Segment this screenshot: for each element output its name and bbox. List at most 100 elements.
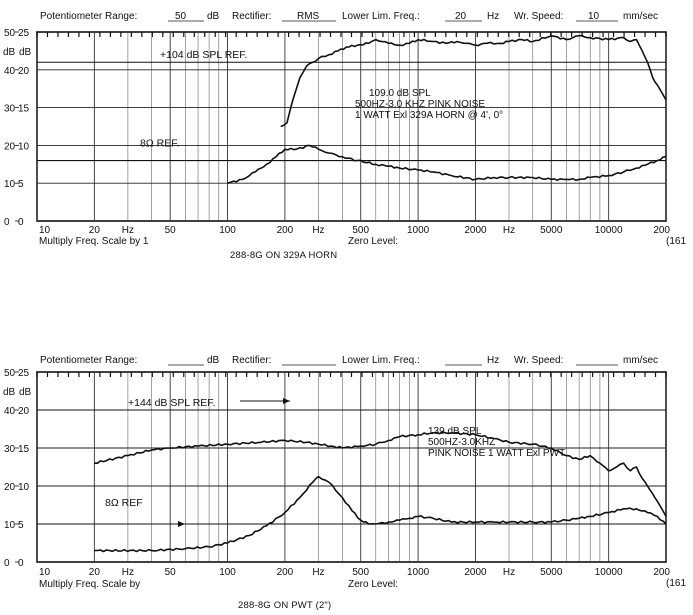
- x-hz-mark: Hz: [122, 567, 134, 578]
- y-tick-label-inner: 20: [18, 406, 30, 417]
- x-tick-label: 500: [352, 567, 369, 578]
- x-tick-label: 200: [277, 567, 294, 578]
- y-tick-label-inner: 0: [18, 217, 24, 228]
- y-tick-label-outer: 30: [4, 104, 16, 115]
- caption-top: 288-8G ON 329A HORN: [230, 250, 338, 261]
- y-tick-label-outer: 0: [4, 558, 10, 569]
- x-edge-label: (161: [666, 236, 686, 247]
- x-tick-label: 500: [352, 225, 369, 236]
- y-tick-label-inner: 10: [18, 482, 30, 493]
- header-db-unit: dB: [207, 355, 220, 366]
- x-tick-label: 5000: [540, 225, 563, 236]
- x-tick-label: 20: [89, 567, 101, 578]
- x-tick-label: 10: [39, 225, 51, 236]
- y-tick-label-inner: 20: [18, 66, 30, 77]
- x-hz-mark: Hz: [312, 225, 324, 236]
- x-tick-label: 2000: [464, 567, 487, 578]
- x-hz-mark: Hz: [503, 225, 515, 236]
- header-lower-lim-label: Lower Lim. Freq.:: [342, 355, 420, 366]
- chart-top: Potentiometer Range: 50 dB Rectifier: RMS Low…: [3, 11, 686, 247]
- series-line-1: [280, 34, 667, 128]
- header-lower-lim-label: Lower Lim. Freq.:: [342, 11, 420, 22]
- x-tick-label: 10000: [595, 567, 623, 578]
- chart-panel-top: Potentiometer Range: 50 dB Rectifier: RMS Low…: [0, 0, 693, 285]
- header-potentiometer-value: 50: [175, 11, 187, 22]
- footer-multiply-label: Multiply Freq. Scale by: [39, 579, 140, 590]
- header-hz-unit: Hz: [487, 11, 499, 22]
- x-tick-label: 50: [165, 225, 177, 236]
- y-tick-label-inner: 0: [18, 558, 24, 569]
- x-hz-mark: Hz: [122, 225, 134, 236]
- x-tick-label: 100: [219, 225, 236, 236]
- x-tick-label: 50: [165, 567, 177, 578]
- x-tick-label: 5000: [540, 567, 563, 578]
- annotation-line: 500HZ-3.0KHZ: [428, 437, 495, 448]
- y-axis-label: dB: [19, 387, 32, 398]
- header-speed-unit: mm/sec: [623, 11, 658, 22]
- y-tick-label-inner: 15: [18, 444, 30, 455]
- series-line-2: [227, 144, 667, 184]
- x-tick-label: 200: [277, 225, 294, 236]
- header-potentiometer-label: Potentiometer Range:: [40, 355, 137, 366]
- reference-lines: +104 dB SPL REF. 8Ω REF.: [37, 49, 666, 162]
- reference-arrowhead: [178, 521, 185, 527]
- x-tick-label: 1000: [407, 567, 430, 578]
- x-tick-label: 100: [219, 567, 236, 578]
- reference-line-label: +144 dB SPL REF.: [128, 397, 215, 409]
- chart-header: Potentiometer Range: 50 dB Rectifier: RMS Low…: [40, 11, 658, 22]
- reference-line-label: +104 dB SPL REF.: [160, 49, 247, 61]
- y-tick-label-outer: 20: [4, 482, 16, 493]
- header-speed-unit: mm/sec: [623, 355, 658, 366]
- x-axis: 10 20 50 100 200 500 1000 2000 5000 10000 200 Hz Hz H…: [39, 225, 686, 247]
- y-tick-label-outer: 10: [4, 520, 16, 531]
- series-line-2: [94, 475, 667, 553]
- y-tick-label-outer: 10: [4, 179, 16, 190]
- header-wr-speed-label: Wr. Speed:: [514, 11, 563, 22]
- header-potentiometer-label: Potentiometer Range:: [40, 11, 137, 22]
- annotation-line: PINK NOISE 1 WATT Exl PWT.: [428, 448, 567, 459]
- reference-arrowhead: [283, 398, 290, 404]
- y-axis-label: dB: [3, 47, 16, 58]
- x-tick-label: 20: [89, 225, 101, 236]
- y-tick-label-inner: 25: [18, 28, 30, 39]
- y-tick-label-inner: 10: [18, 141, 30, 152]
- plot-frame: [36, 31, 667, 222]
- y-tick-label-outer: 30: [4, 444, 16, 455]
- header-rectifier-value: RMS: [297, 11, 320, 22]
- annotation-line: 1 WATT Exl 329A HORN @ 4', 0°: [355, 110, 503, 121]
- y-tick-label-inner: 5: [18, 179, 24, 190]
- y-axis-label: dB: [19, 47, 32, 58]
- y-tick-label-inner: 15: [18, 104, 30, 115]
- x-axis: 10 20 50 100 200 500 1000 2000 5000 10000 200 Hz Hz H…: [39, 567, 686, 590]
- x-tick-label: 200: [653, 567, 670, 578]
- header-db-unit: dB: [207, 11, 220, 22]
- y-tick-label-outer: 50: [4, 28, 16, 39]
- annotation-line: 109.0 dB SPL: [369, 88, 431, 99]
- y-tick-label-outer: 0: [4, 217, 10, 228]
- annotation-line: 500HZ-3.0 KHZ PINK NOISE: [355, 99, 485, 110]
- footer-zero-level: Zero Level:: [348, 579, 398, 590]
- grid-lines: [36, 32, 667, 221]
- header-wr-speed-label: Wr. Speed:: [514, 355, 563, 366]
- header-wr-speed-value: 10: [588, 11, 600, 22]
- x-tick-label: 1000: [407, 225, 430, 236]
- footer-multiply-label: Multiply Freq. Scale by 1: [39, 236, 149, 247]
- x-hz-mark: Hz: [312, 567, 324, 578]
- grid-lines: [36, 372, 667, 562]
- caption-bottom: 288-8G ON PWT (2"): [238, 600, 332, 611]
- x-edge-label: (161: [666, 578, 686, 589]
- reference-lines: +144 dB SPL REF. 8Ω REF: [37, 397, 666, 527]
- y-tick-label-inner: 5: [18, 520, 24, 531]
- x-tick-label: 10: [39, 567, 51, 578]
- header-lower-lim-value: 20: [455, 11, 467, 22]
- y-tick-label-outer: 40: [4, 406, 16, 417]
- series-group: [94, 431, 667, 553]
- x-tick-label: 200: [653, 225, 670, 236]
- chart-header: Potentiometer Range: dB Rectifier: Lower Li…: [40, 355, 658, 366]
- header-rectifier-label: Rectifier:: [232, 355, 271, 366]
- y-axis-label: dB: [3, 387, 16, 398]
